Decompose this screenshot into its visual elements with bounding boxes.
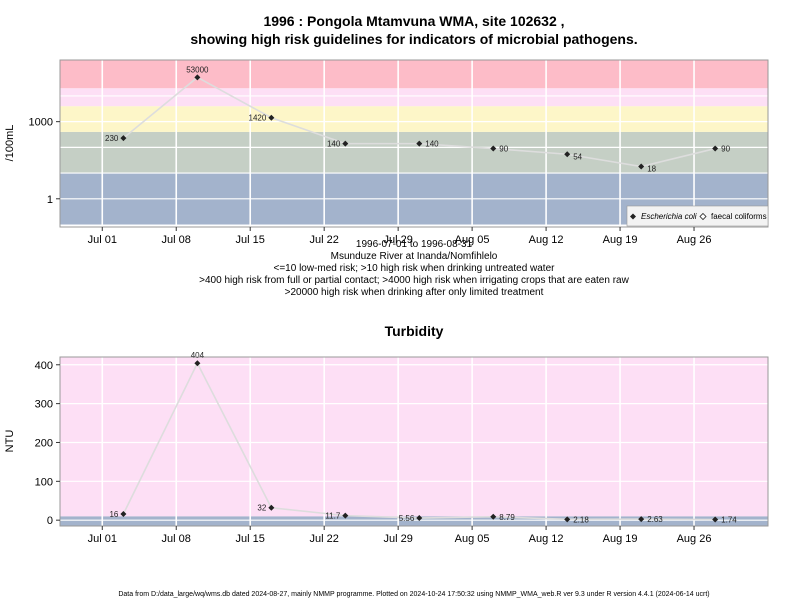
ecoli-value-label: 54 xyxy=(573,152,582,161)
subtitle-site-name: Msunduze River at Inanda/Nomfihlelo xyxy=(331,251,498,262)
turbidity-xtick-label: Aug 19 xyxy=(603,533,638,545)
turbidity-xtick-label: Aug 05 xyxy=(455,533,490,545)
turbidity-value-label: 2.18 xyxy=(573,515,589,524)
ecoli-value-label: 90 xyxy=(721,145,730,154)
subtitle-guideline-1: <=10 low-med risk; >10 high risk when dr… xyxy=(274,263,556,274)
turbidity-series: 16 404 32 11.7 5.56 8.79 2.18 2.63 1.74 xyxy=(109,351,737,524)
micro-xtick-label: Aug 05 xyxy=(455,234,490,246)
turbidity-y-axis: 0 100 200 300 400 xyxy=(35,360,60,527)
turbidity-band-1 xyxy=(60,357,768,517)
subtitle-guideline-2: >400 high risk from full or partial cont… xyxy=(199,275,629,286)
ecoli-point xyxy=(120,135,127,142)
risk-band-3 xyxy=(60,88,768,107)
chart-title-line1: 1996 : Pongola Mtamvuna WMA, site 102632… xyxy=(263,13,564,29)
ecoli-value-label: 140 xyxy=(425,140,439,149)
turbidity-ytick-label: 300 xyxy=(35,399,53,411)
ecoli-point xyxy=(490,145,497,152)
micro-legend: Escherichia coli faecal coliforms xyxy=(626,205,769,227)
micro-xtick-label: Aug 19 xyxy=(603,234,638,246)
turbidity-value-label: 32 xyxy=(257,504,266,513)
turbidity-xtick-label: Jul 22 xyxy=(309,533,338,545)
micro-xtick-label: Aug 26 xyxy=(677,234,712,246)
ecoli-value-label: 140 xyxy=(327,140,341,149)
legend-faecal-marker xyxy=(699,212,707,221)
subtitle-guideline-3: >20000 high risk when drinking after onl… xyxy=(285,287,544,298)
micro-xtick-label: Jul 22 xyxy=(309,234,338,246)
micro-plot-frame xyxy=(59,59,769,228)
turbidity-value-label: 11.7 xyxy=(325,512,341,521)
ecoli-point xyxy=(712,145,719,152)
turbidity-y-axis-label: NTU xyxy=(4,430,16,453)
turbidity-value-label: 16 xyxy=(109,510,118,519)
micro-risk-bands xyxy=(60,60,768,225)
turbidity-xtick-label: Jul 29 xyxy=(383,533,412,545)
ecoli-value-label: 230 xyxy=(105,134,119,143)
turbidity-point xyxy=(638,516,645,523)
turbidity-x-axis: Jul 01 Jul 08 Jul 15 Jul 22 Jul 29 Aug 05 Aug … xyxy=(88,526,712,545)
ecoli-point xyxy=(194,74,201,81)
micro-ytick-label: 1000 xyxy=(29,117,53,129)
turbidity-band-0 xyxy=(60,516,768,526)
ecoli-value-label: 1420 xyxy=(249,114,267,123)
micro-xtick-label: Jul 15 xyxy=(236,234,265,246)
turbidity-gridlines xyxy=(60,357,768,526)
turbidity-title: Turbidity xyxy=(385,323,444,339)
ecoli-value-label: 90 xyxy=(499,145,508,154)
micro-y-axis: 1 1000 xyxy=(29,117,60,206)
turbidity-plot-frame xyxy=(59,356,769,527)
turbidity-point xyxy=(490,513,497,520)
micro-xtick-label: Jul 01 xyxy=(88,234,117,246)
turbidity-xtick-label: Aug 12 xyxy=(529,533,564,545)
micro-series: 230 53000 1420 140 140 90 54 18 90 xyxy=(105,65,731,173)
ecoli-point xyxy=(416,140,423,147)
turbidity-value-label: 8.79 xyxy=(499,513,515,522)
turbidity-ytick-label: 0 xyxy=(47,515,53,527)
micro-xtick-label: Aug 12 xyxy=(529,234,564,246)
legend-ecoli-marker xyxy=(630,213,636,220)
turbidity-value-label: 1.74 xyxy=(721,515,737,524)
turbidity-bands xyxy=(60,357,768,526)
ecoli-value-label: 53000 xyxy=(186,65,209,74)
turbidity-ytick-label: 100 xyxy=(35,476,53,488)
turbidity-ytick-label: 200 xyxy=(35,437,53,449)
turbidity-value-label: 5.56 xyxy=(399,514,415,523)
turbidity-point xyxy=(194,360,201,367)
micro-ytick-label: 1 xyxy=(47,194,53,206)
turbidity-xtick-label: Jul 15 xyxy=(236,533,265,545)
turbidity-point xyxy=(416,515,423,522)
ecoli-point xyxy=(268,114,275,121)
turbidity-value-label: 404 xyxy=(191,351,205,360)
risk-band-4 xyxy=(60,60,768,89)
turbidity-point xyxy=(342,512,349,519)
micro-gridlines xyxy=(60,60,768,227)
legend-faecal-label: faecal coliforms xyxy=(711,212,767,221)
turbidity-point xyxy=(564,516,571,523)
turbidity-point xyxy=(120,510,127,517)
footer-note: Data from D:/data_large/wq/wms.db dated … xyxy=(118,591,709,598)
turbidity-xtick-label: Jul 01 xyxy=(88,533,117,545)
turbidity-point xyxy=(712,516,719,523)
micro-xtick-label: Jul 29 xyxy=(383,234,412,246)
ecoli-value-label: 18 xyxy=(647,165,656,174)
turbidity-value-label: 2.63 xyxy=(647,515,663,524)
ecoli-point xyxy=(564,151,571,158)
turbidity-xtick-label: Jul 08 xyxy=(162,533,191,545)
legend-ecoli-label: Escherichia coli xyxy=(641,212,697,221)
ecoli-point xyxy=(342,140,349,147)
ecoli-point xyxy=(638,163,645,170)
turbidity-point xyxy=(268,504,275,511)
micro-y-axis-label: /100mL xyxy=(4,125,16,162)
turbidity-xtick-label: Aug 26 xyxy=(677,533,712,545)
subtitle-date-range: 1996-07-01 to 1996-08-31 xyxy=(356,239,473,250)
micro-x-axis: Jul 01 Jul 08 Jul 15 Jul 22 Jul 29 Aug 05 Aug … xyxy=(88,227,712,246)
chart-title-line2: showing high risk guidelines for indicat… xyxy=(190,31,637,47)
micro-xtick-label: Jul 08 xyxy=(162,234,191,246)
legend-box xyxy=(626,205,769,227)
turbidity-ytick-label: 400 xyxy=(35,360,53,372)
risk-band-2 xyxy=(60,106,768,132)
risk-band-1 xyxy=(60,131,768,174)
